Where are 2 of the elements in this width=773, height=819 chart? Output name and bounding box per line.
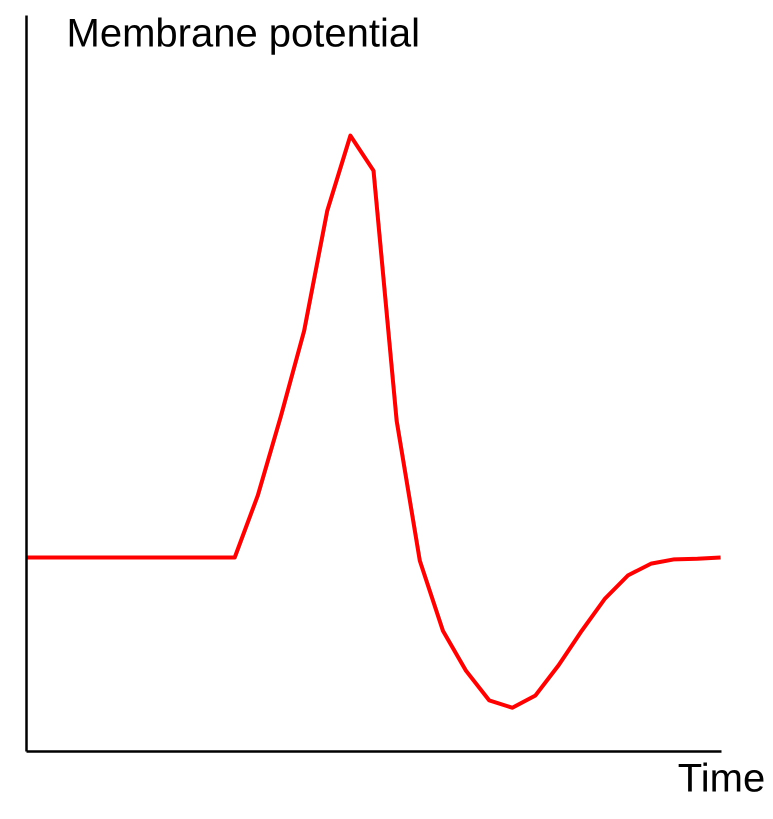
- y-axis-title: Membrane potential: [66, 12, 420, 56]
- x-axis-title: Time: [678, 756, 766, 800]
